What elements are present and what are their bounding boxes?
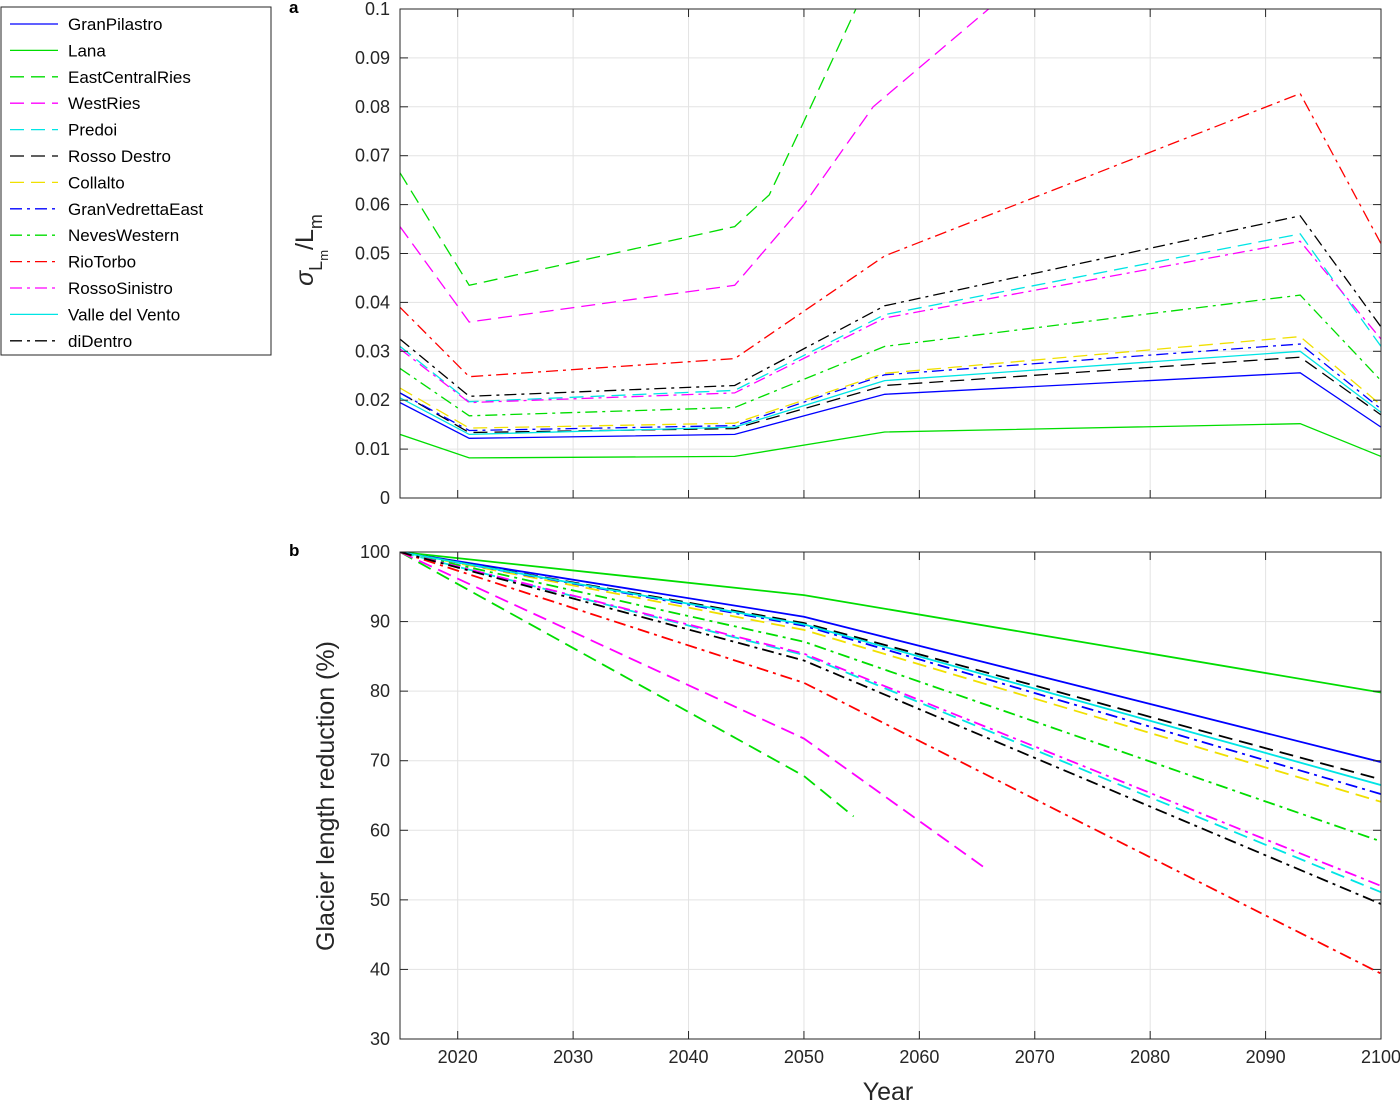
legend-box [0, 6, 272, 356]
panel-b-series-rossosinistro [400, 552, 1381, 887]
panel-b-grid [400, 551, 1382, 1040]
panel-b-x-tick-label: 2100 [1361, 1047, 1400, 1067]
legend-label: Lana [68, 41, 106, 60]
legend-item-rosso-destro: Rosso Destro [10, 147, 171, 166]
panel-b-y-tick-label: 40 [370, 959, 390, 979]
panel-a-y-tick-label: 0.08 [355, 97, 390, 117]
panel-a-y-axis-label: σLm/Lm [291, 214, 331, 286]
y-label-sub-m2: m [306, 214, 326, 229]
legend-item-westries: WestRies [10, 94, 140, 113]
panel-a-series-valle-del-vento [400, 350, 1381, 436]
legend-label: Valle del Vento [68, 305, 180, 324]
panel-a-series-riotorbo [400, 92, 1381, 378]
legend-item-granpilastro: GranPilastro [10, 15, 162, 34]
panel-b-series-group [400, 552, 1381, 975]
panel-b-x-tick-label: 2060 [899, 1047, 939, 1067]
panel-a-y-tick-label: 0.01 [355, 439, 390, 459]
panel-b-series-valle-del-vento [400, 552, 1381, 786]
legend-label: GranVedrettaEast [68, 200, 203, 219]
panel-b-x-tick-label: 2090 [1246, 1047, 1286, 1067]
panel-a-series-granvedrettaeast [400, 343, 1381, 432]
panel-b-y-tick-label: 30 [370, 1029, 390, 1049]
y-label-sub-m: m [316, 250, 331, 261]
panel-b-series-predoi [400, 552, 1381, 894]
legend-item-valle-del-vento: Valle del Vento [10, 305, 180, 324]
panel-a-series-collalto [400, 335, 1381, 429]
panel-a-y-tick-label: 0.06 [355, 195, 390, 215]
y-label-sigma: σ [291, 270, 319, 286]
panel-b-series-neveswestern [400, 552, 1381, 843]
panel-a-series-westries [400, 9, 990, 323]
panel-b-y-tick-label: 60 [370, 820, 390, 840]
panel-a-series-didentro [400, 215, 1381, 397]
panel-b-y-tick-label: 50 [370, 890, 390, 910]
panel-b-x-tick-label: 2050 [784, 1047, 824, 1067]
panel-a-series-rossosinistro [400, 240, 1381, 404]
panel-a-y-tick-label: 0 [380, 488, 390, 508]
legend-label: Collalto [68, 173, 125, 192]
panel-a-series-rosso-destro [400, 356, 1381, 434]
panel-b-x-axis-label: Year [863, 1078, 914, 1104]
panel-a-y-tick-label: 0.07 [355, 146, 390, 166]
panel-a-series-predoi [400, 233, 1381, 403]
panel-b-x-tick-label: 2070 [1015, 1047, 1055, 1067]
panel-b-y-tick-label: 100 [360, 542, 390, 562]
legend-label: GranPilastro [68, 15, 162, 34]
legend-item-neveswestern: NevesWestern [10, 226, 179, 245]
panel-a-series-eastcentralries [400, 9, 857, 287]
panel-b-y-tick-label: 70 [370, 751, 390, 771]
panel-a-series-neveswestern [400, 294, 1381, 417]
panel-b-x-tick-label: 2080 [1130, 1047, 1170, 1067]
legend-label: Predoi [68, 121, 117, 140]
legend-item-lana: Lana [10, 41, 106, 60]
panel-b-series-granpilastro [400, 552, 1381, 763]
legend-label: diDentro [68, 332, 132, 351]
panel-b-x-tick-label: 2040 [669, 1047, 709, 1067]
panel-b-series-lana [400, 552, 1381, 694]
panel-a-y-tick-label: 0.03 [355, 341, 390, 361]
panel-a-series-granpilastro [400, 372, 1381, 439]
panel-a-y-tick-label: 0.02 [355, 390, 390, 410]
panel-b-series-eastcentralries [400, 552, 855, 818]
panel-a-chart: 0 0.01 0.02 0.03 0.04 0.05 0.06 0.07 0.08 0.09 0.1 [355, 0, 1382, 508]
panel-b-y-axis-label: Glacier length reduction (%) [312, 641, 340, 951]
panel-b-x-tick-label: 2020 [438, 1047, 478, 1067]
legend-item-didentro: diDentro [10, 332, 132, 351]
legend-item-rossosinistro: RossoSinistro [10, 279, 173, 298]
legend-label: Rosso Destro [68, 147, 171, 166]
y-label-sub-l: L [306, 261, 326, 271]
panel-a-label: a [289, 0, 299, 17]
legend-item-granvedrettaeast: GranVedrettaEast [10, 200, 203, 219]
y-label-over-l: /L [291, 229, 319, 250]
legend-label: RioTorbo [68, 253, 136, 272]
panel-b-series-rosso-destro [400, 552, 1381, 781]
panel-b-series-didentro [400, 552, 1381, 905]
legend-label: EastCentralRies [68, 68, 191, 87]
panel-a-y-tick-label: 0.09 [355, 48, 390, 68]
panel-a-series-group [400, 9, 1381, 459]
svg-text:σLm/Lm: σLm/Lm [291, 214, 331, 286]
panel-b-label: b [289, 541, 299, 560]
panel-a-y-tick-label: 0.05 [355, 244, 390, 264]
legend: GranPilastro Lana EastCentralRies WestRies P… [0, 6, 272, 356]
panel-a-y-tick-label: 0.1 [365, 0, 390, 19]
panel-b-series-riotorbo [400, 552, 1381, 975]
legend-label: WestRies [68, 94, 140, 113]
legend-item-riotorbo: RioTorbo [10, 253, 136, 272]
panel-b-chart: 2020 2030 2040 2050 2060 2070 2080 2090 2100 30 40… [360, 542, 1400, 1067]
panel-a-series-lana [400, 423, 1381, 459]
legend-item-collalto: Collalto [10, 173, 125, 192]
panel-b-axes-box [399, 551, 1382, 1040]
legend-item-predoi: Predoi [10, 121, 117, 140]
panel-b-series-westries [400, 552, 990, 872]
panel-b-y-tick-label: 80 [370, 681, 390, 701]
legend-label: RossoSinistro [68, 279, 173, 298]
panel-b-series-collalto [400, 552, 1381, 803]
legend-item-eastcentralries: EastCentralRies [10, 68, 191, 87]
panel-a-y-tick-label: 0.04 [355, 292, 390, 312]
legend-label: NevesWestern [68, 226, 179, 245]
panel-b-x-tick-label: 2030 [553, 1047, 593, 1067]
panel-b-y-tick-label: 90 [370, 612, 390, 632]
